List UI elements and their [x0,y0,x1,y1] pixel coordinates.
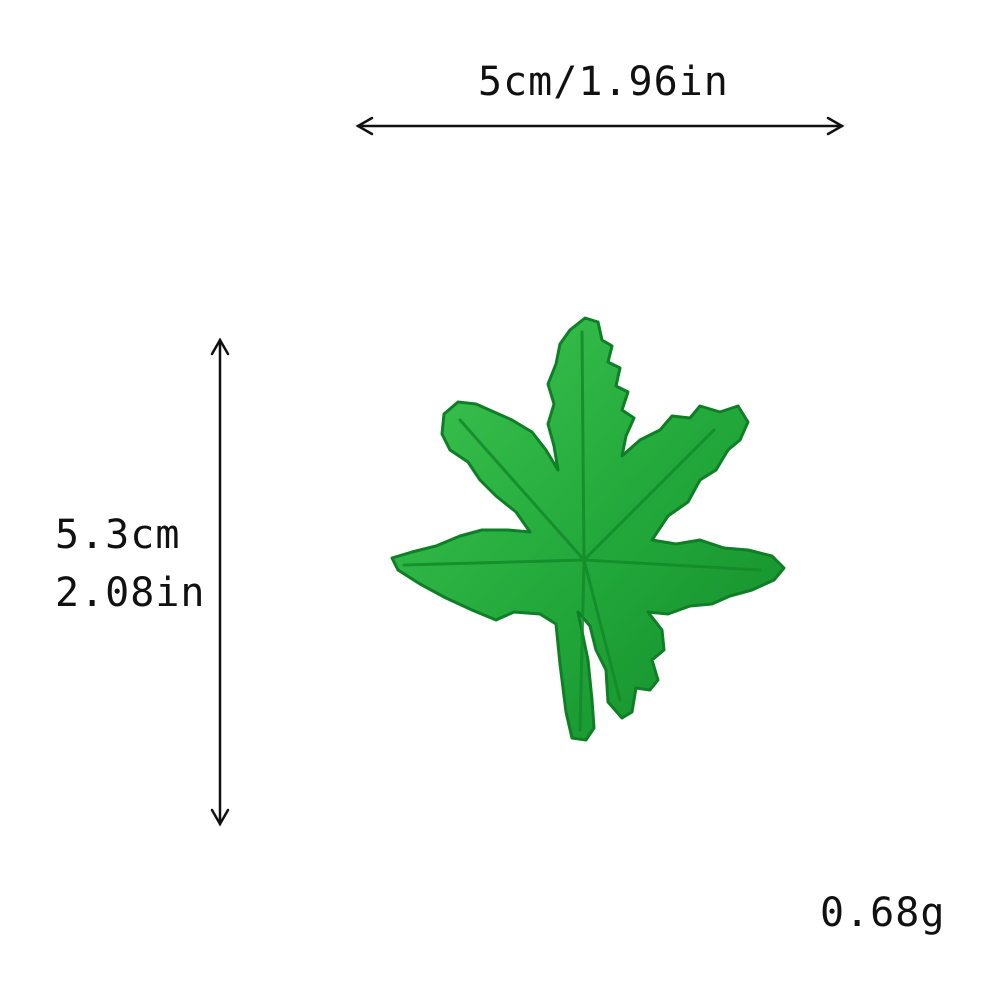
height-arrow [210,337,230,827]
width-arrow [355,116,845,136]
weight-label: 0.68g [820,890,946,936]
height-cm-label: 5.3cm [55,512,181,558]
height-in-label: 2.08in [55,570,206,616]
leaf-icon [390,316,786,742]
width-label: 5cm/1.96in [478,59,729,105]
